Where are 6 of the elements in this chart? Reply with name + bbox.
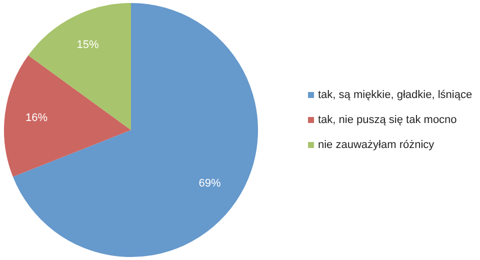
data-label: 16%	[25, 112, 48, 124]
legend-label: tak, są miękkie, gładkie, lśniące	[318, 88, 472, 102]
legend-label: tak, nie puszą się tak mocno	[318, 113, 457, 127]
data-label: 15%	[76, 39, 99, 52]
data-label: 69%	[198, 178, 221, 190]
legend-label: nie zauważyłam różnicy	[318, 138, 434, 152]
